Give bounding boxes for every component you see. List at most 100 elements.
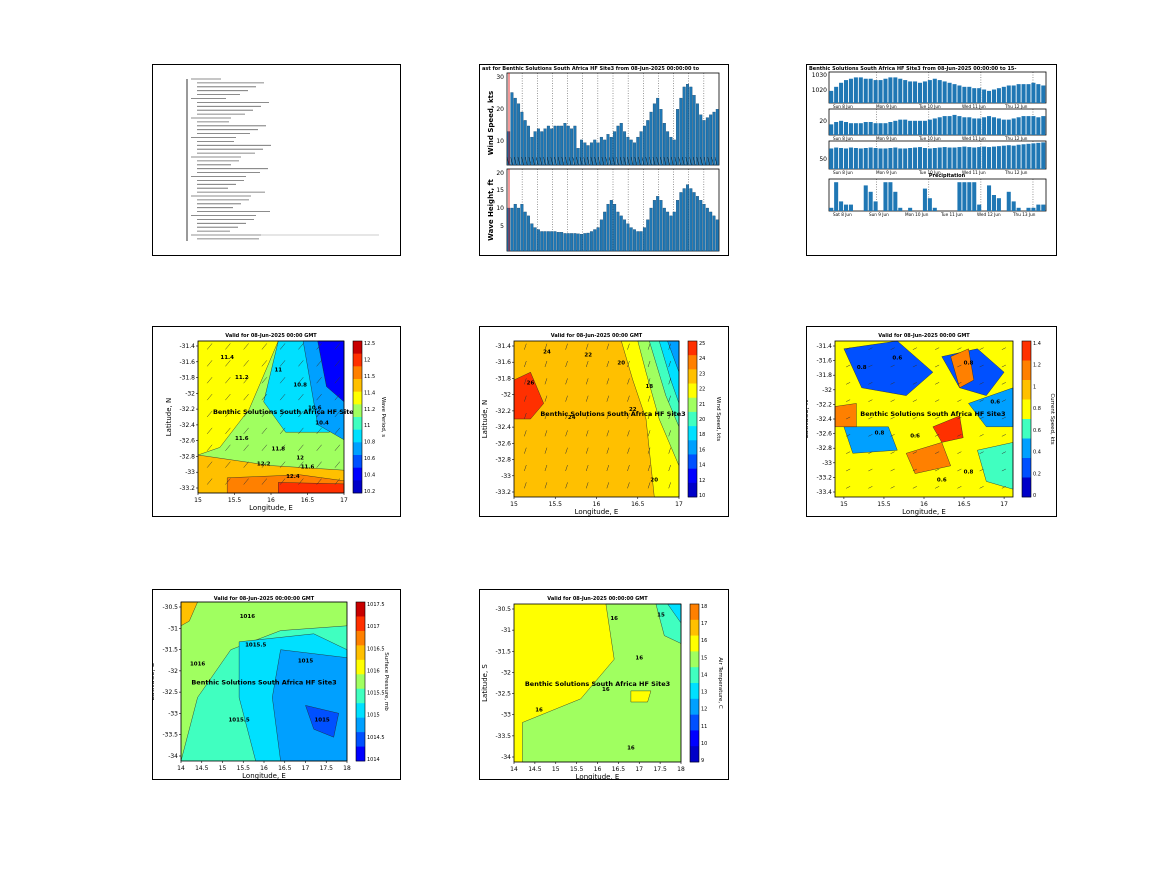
wave-bar	[513, 203, 517, 252]
air-temperature-bar	[893, 120, 898, 135]
day-label: Mon 9 Jun	[876, 136, 897, 141]
pressure-bar	[987, 90, 992, 103]
pressure-bar	[1026, 84, 1031, 103]
wave-bar	[679, 192, 683, 252]
humidity-bar	[1026, 143, 1031, 169]
vector-arrow	[846, 468, 851, 472]
wind-direction-barb	[649, 156, 652, 166]
colorbar-segment	[688, 482, 697, 498]
vector-arrow	[957, 382, 962, 385]
vector-arrow	[524, 447, 527, 454]
vector-arrow	[868, 382, 873, 385]
colorbar-tick-label: 18	[699, 432, 705, 438]
colorbar-label: Wave Period, s	[380, 397, 386, 437]
wind-bar	[646, 120, 650, 166]
pressure-bar	[863, 78, 868, 103]
contour-label: 16	[635, 655, 643, 661]
y-tick-label: -31.6	[495, 359, 511, 366]
colorbar-tick-label: 24	[699, 356, 705, 362]
y-tick-label: -33.2	[816, 474, 832, 481]
wave-bar	[652, 200, 656, 252]
wave-period-map: 11.4 11.2 11 10.8 10.6 10.4 11.6 11.8 12 12.2 12.4…	[165, 333, 386, 512]
colorbar-segment	[1022, 438, 1031, 459]
contour-label: 1015.5	[245, 643, 266, 649]
wind-bar	[689, 86, 693, 166]
contour-label: 15	[657, 613, 665, 619]
vector-arrow	[298, 444, 304, 451]
vector-arrow	[1001, 364, 1006, 368]
precipitation-bar	[839, 201, 844, 211]
colorbar-segment	[353, 366, 362, 380]
wave-bar	[570, 233, 574, 252]
vector-arrow	[957, 399, 962, 402]
wind-direction-barb	[700, 156, 703, 166]
vector-arrow	[627, 360, 630, 368]
map-title: Valid for 08-Jun-2025 00:00 GMT	[551, 333, 643, 339]
contour-label: 11.2	[235, 375, 249, 381]
precipitation-bar	[967, 182, 972, 211]
vector-arrow	[279, 427, 286, 435]
contour-label: 12	[296, 456, 304, 462]
contour-label: 0.6	[892, 356, 902, 362]
pressure-bar	[858, 77, 863, 103]
vector-arrow	[979, 486, 984, 489]
colorbar-segment	[690, 746, 699, 763]
vector-arrow	[668, 447, 671, 454]
y-axis-label: Latitude, N	[165, 398, 173, 437]
met-bar-chart-panel: Benthic Solutions South Africa HF Site3 …	[806, 64, 1057, 256]
colorbar-segment	[690, 683, 699, 700]
colorbar-segment	[1022, 360, 1031, 381]
humidity-bar	[991, 146, 996, 169]
precipitation-bar	[888, 182, 893, 211]
wind-bar	[662, 123, 666, 166]
colorbar-tick-label: 12	[699, 478, 705, 484]
wave-bar	[666, 211, 670, 252]
colorbar-tick-label: 10.8	[364, 440, 375, 446]
y-tick-label: -32.8	[816, 445, 832, 452]
humidity-bar	[848, 147, 853, 169]
air-temperature-bar	[898, 119, 903, 135]
colorbar-tick-label: 18	[701, 604, 707, 610]
colorbar-segment	[690, 730, 699, 747]
precipitation-bar	[922, 188, 927, 211]
colorbar-segment	[1022, 477, 1031, 498]
wind-direction-barb	[572, 156, 575, 166]
vector-arrow	[647, 447, 651, 454]
wind-wave-bar-chart: ast for Benthic Solutions South Africa H…	[482, 66, 720, 252]
wind-direction-barb	[568, 156, 572, 166]
contour-label: 0.6	[990, 399, 1000, 405]
colorbar-tick-label: 10.2	[364, 489, 375, 495]
vector-arrow	[585, 447, 589, 454]
contour-label: 1015	[298, 658, 313, 664]
contour-label: 1015	[314, 717, 329, 723]
air-temperature-bar	[834, 122, 839, 135]
humidity-bar	[987, 147, 992, 169]
day-label: Wed 11 Jun	[962, 136, 986, 141]
day-label: Tue 10 Jun	[918, 104, 941, 109]
humidity-bar	[839, 148, 844, 169]
humidity-bar	[1041, 142, 1046, 169]
current-speed-map-panel: 0.8 0.6 0.8 0.6 0.8 0.6 0.8 0.6 Benthic Solution…	[806, 326, 1057, 517]
vector-arrow	[627, 447, 630, 454]
colorbar-tick-label: 16	[699, 447, 705, 453]
vector-arrow	[261, 461, 268, 468]
vector-arrow	[935, 468, 940, 472]
vector-arrow	[627, 343, 630, 350]
wind-bar	[686, 84, 689, 166]
wave-bar	[669, 215, 673, 252]
vector-arrow	[1001, 468, 1006, 472]
wind-direction-barb	[579, 156, 583, 166]
vector-arrow	[868, 451, 873, 454]
wind-bar	[672, 139, 676, 166]
contour-label: 0.8	[875, 431, 885, 437]
contour-label: 11.6	[301, 465, 315, 471]
wind-bar	[576, 148, 580, 166]
pressure-bar	[957, 85, 962, 103]
contour-label: 16	[535, 707, 543, 713]
site-label: Benthic Solutions South Africa HF Site3	[540, 410, 685, 418]
map-title: Valid for 08-Jun-2025 00:00:00 GMT	[547, 596, 648, 602]
contour-label: 26	[527, 381, 535, 387]
colorbar-segment	[690, 698, 699, 715]
filled-contour	[272, 649, 348, 762]
wind-direction-barb	[536, 156, 539, 166]
